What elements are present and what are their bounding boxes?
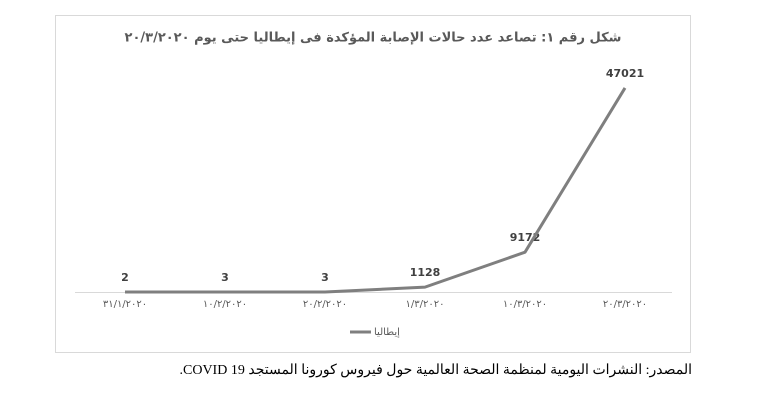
x-tick-label: ١٠/٢/٢٠٢٠: [203, 299, 247, 310]
series-line: [124, 87, 627, 294]
legend-label: إيطاليا: [374, 327, 400, 338]
x-tick-label: ٣١/١/٢٠٢٠: [103, 299, 147, 310]
chart-title: شكل رقم ١: تصاعد عدد حالات الإصابة المؤك…: [125, 31, 622, 46]
x-tick-label: ٢٠/٢/٢٠٢٠: [303, 299, 347, 310]
x-tick-label: ١/٣/٢٠٢٠: [406, 299, 445, 310]
source-note: المصدر: النشرات اليومية لمنظمة الصحة الع…: [179, 363, 693, 378]
chart: شكل رقم ١: تصاعد عدد حالات الإصابة المؤك…: [55, 15, 691, 353]
chart-frame: [55, 15, 691, 353]
x-tick-label: ١٠/٣/٢٠٢٠: [503, 299, 547, 310]
x-tick-label: ٢٠/٣/٢٠٢٠: [603, 299, 647, 310]
data-label: 1128: [410, 266, 441, 279]
data-label: 2: [121, 271, 129, 284]
data-label: 47021: [606, 67, 644, 80]
data-label: 3: [221, 271, 229, 284]
data-label: 3: [321, 271, 329, 284]
